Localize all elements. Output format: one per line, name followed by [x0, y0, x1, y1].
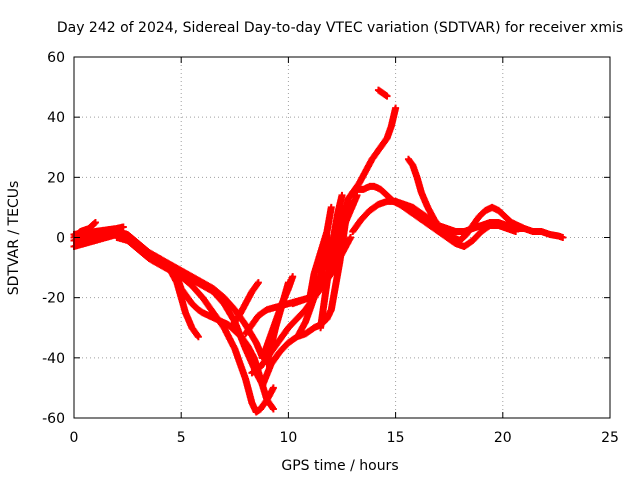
x-tick-label: 0 — [70, 430, 79, 446]
data-point — [338, 191, 346, 199]
series-track-13 — [263, 279, 292, 368]
y-tick-label: -60 — [42, 411, 65, 427]
x-tick-label: 25 — [601, 430, 619, 446]
data-point — [392, 104, 400, 112]
y-tick-label: 60 — [47, 50, 65, 66]
x-tick-label: 15 — [387, 430, 405, 446]
series-track-8 — [229, 279, 262, 329]
data-point — [289, 273, 297, 281]
data-point — [347, 234, 355, 241]
data-point — [520, 224, 528, 232]
x-tick-label: 5 — [177, 430, 186, 446]
series-track-17 — [317, 191, 346, 332]
data-point — [512, 227, 520, 235]
y-tick-label: 40 — [47, 110, 65, 126]
data-points — [70, 86, 567, 416]
series-track-20 — [349, 197, 567, 241]
data-point — [327, 203, 335, 211]
chart-title: Day 242 of 2024, Sidereal Day-to-day VTE… — [57, 20, 623, 36]
series-track-22 — [392, 197, 520, 251]
y-tick-label: -20 — [42, 291, 65, 307]
data-point — [383, 92, 391, 100]
x-tick-label: 10 — [279, 430, 297, 446]
data-point — [269, 405, 277, 413]
data-point — [559, 234, 567, 241]
x-axis-label: GPS time / hours — [281, 458, 398, 474]
series-track-7 — [173, 273, 277, 413]
data-point — [91, 218, 99, 226]
data-point — [90, 219, 98, 227]
data-point — [194, 333, 202, 341]
y-axis-label: SDTVAR / TECUs — [6, 181, 22, 296]
data-point — [353, 191, 361, 199]
y-tick-labels: -60 -40 -20 0 20 40 60 — [42, 50, 65, 427]
x-tick-label: 20 — [494, 430, 512, 446]
x-tick-labels: 0 5 10 15 20 25 — [70, 430, 619, 446]
y-tick-label: -40 — [42, 351, 65, 367]
data-point — [254, 279, 262, 287]
y-tick-label: 0 — [56, 231, 65, 247]
series-track-16 — [306, 203, 335, 302]
data-point — [284, 279, 292, 287]
data-point — [269, 384, 277, 392]
axis-ticks — [73, 56, 611, 419]
series-track-21 — [404, 155, 528, 245]
series-track-18 — [349, 104, 400, 196]
data-point — [119, 223, 127, 231]
y-tick-label: 20 — [47, 170, 65, 186]
series-track-19 — [374, 86, 391, 100]
